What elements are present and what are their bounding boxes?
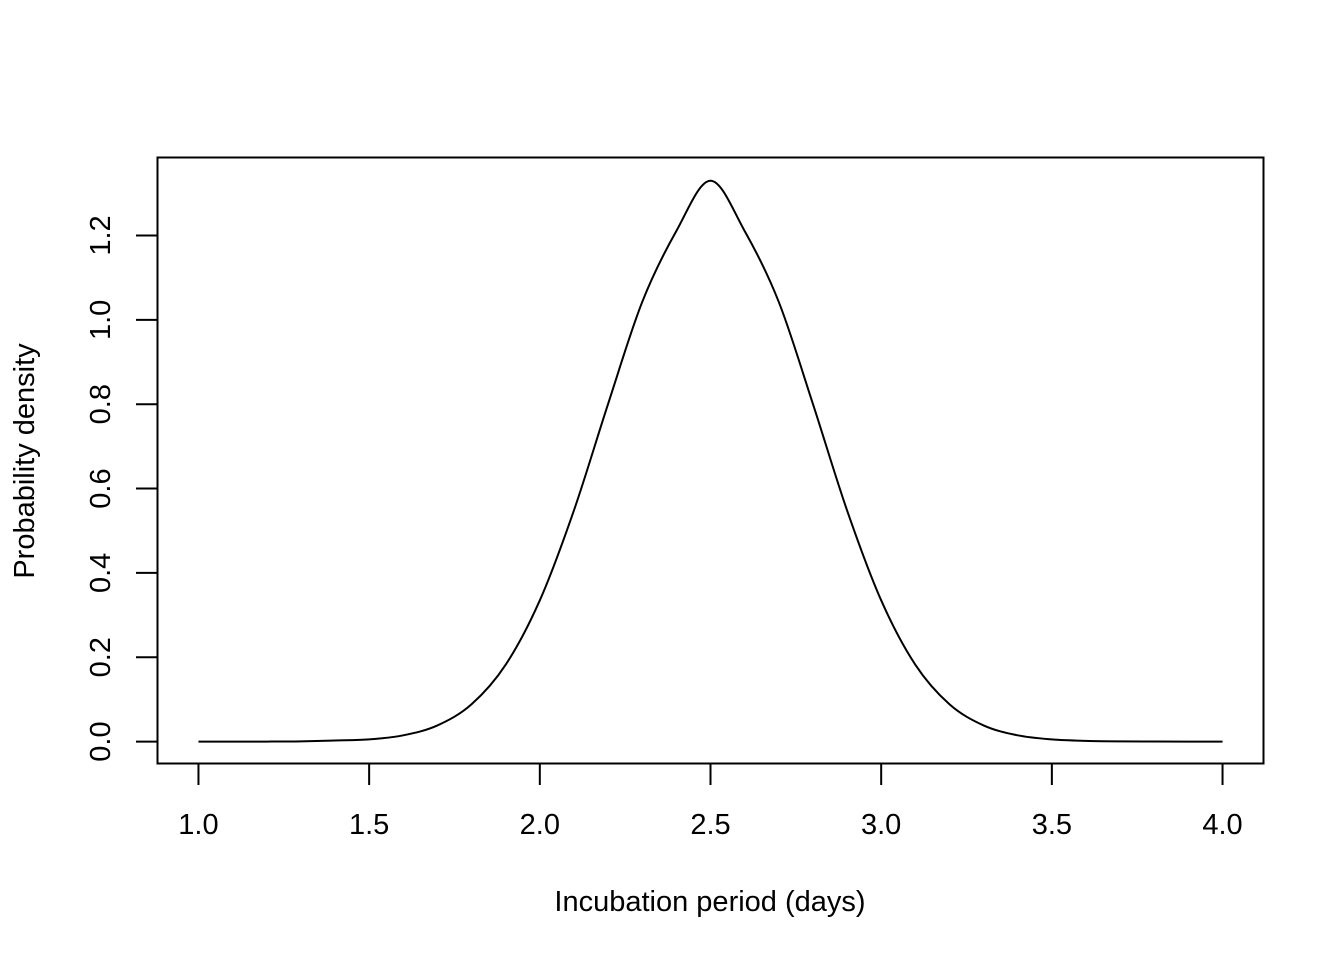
- x-tick-label: 4.0: [1202, 809, 1242, 841]
- x-tick-label: 3.5: [1032, 809, 1072, 841]
- y-tick-label: 1.0: [85, 300, 117, 340]
- x-tick-label: 1.5: [349, 809, 389, 841]
- x-tick-label: 2.5: [690, 809, 730, 841]
- y-tick-label: 0.6: [85, 468, 117, 508]
- y-tick-label: 0.8: [85, 384, 117, 424]
- x-tick-label: 3.0: [861, 809, 901, 841]
- y-tick-label: 1.2: [85, 215, 117, 255]
- y-tick-label: 0.2: [85, 637, 117, 677]
- plot-frame: [156, 156, 1265, 765]
- y-tick-label: 0.4: [85, 553, 117, 593]
- y-tick-label: 0.0: [85, 721, 117, 761]
- x-axis-label: Incubation period (days): [554, 886, 865, 918]
- density-curve: [198, 179, 1223, 743]
- y-axis: 0.0 0.2 0.4 0.6 0.8 1.0 1.2: [85, 215, 159, 762]
- x-axis: 1.0 1.5 2.0 2.5 3.0 3.5 4.0: [178, 762, 1243, 841]
- x-tick-label: 2.0: [520, 809, 560, 841]
- x-tick-label: 1.0: [178, 809, 218, 841]
- y-axis-label: Probability density: [9, 343, 41, 579]
